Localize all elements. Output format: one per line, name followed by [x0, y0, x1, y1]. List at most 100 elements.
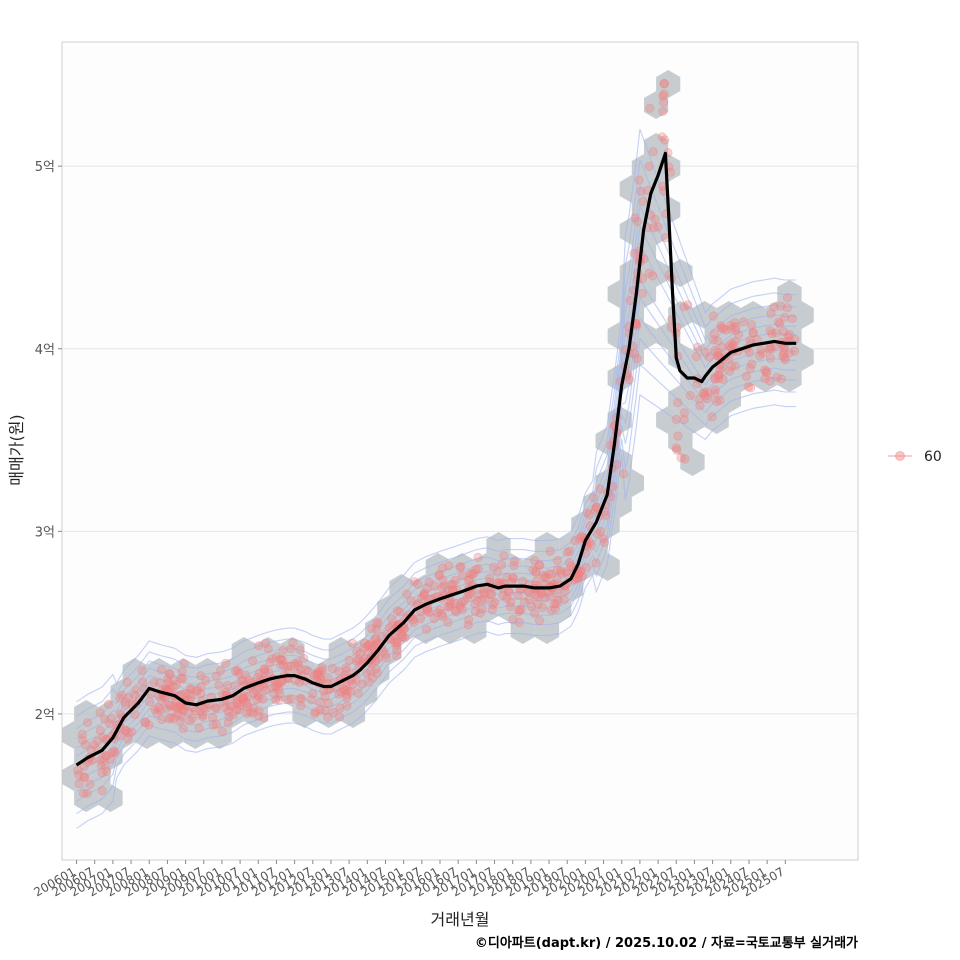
scatter-point — [341, 681, 351, 691]
scatter-point — [207, 712, 218, 723]
scatter-point — [784, 329, 795, 340]
scatter-point — [269, 688, 279, 699]
scatter-point — [559, 594, 569, 604]
scatter-point — [727, 338, 737, 348]
scatter-point — [761, 368, 772, 378]
scatter-point — [115, 693, 125, 703]
scatter-point — [743, 382, 754, 392]
scatter-point — [479, 588, 490, 598]
scatter-point — [556, 566, 566, 576]
scatter-point — [123, 734, 133, 744]
y-tick-label: 2억 — [35, 708, 55, 723]
scatter-point — [303, 666, 313, 676]
scatter-point — [177, 666, 187, 677]
scatter-point — [459, 596, 469, 606]
scatter-point — [502, 572, 512, 583]
hex-bin — [292, 700, 317, 728]
scatter-point — [760, 374, 770, 384]
scatter-point — [173, 709, 183, 719]
scatter-point — [149, 677, 159, 688]
scatter-point — [443, 617, 453, 627]
scatter-point — [537, 602, 548, 613]
scatter-point — [208, 720, 218, 730]
scatter-point — [413, 579, 423, 589]
scatter-point — [546, 569, 557, 579]
scatter-point — [363, 647, 373, 657]
scatter-point — [317, 666, 327, 676]
scatter-point — [408, 615, 418, 625]
scatter-point — [157, 714, 167, 725]
scatter-point — [320, 705, 330, 716]
scatter-point — [683, 300, 693, 310]
scatter-point — [196, 671, 206, 681]
scatter-point — [80, 772, 90, 782]
scatter-point — [392, 637, 402, 648]
scatter-point — [165, 700, 175, 711]
scatter-point — [724, 366, 735, 376]
scatter-point — [357, 679, 367, 689]
scatter-point — [526, 601, 537, 612]
scatter-point — [259, 713, 269, 723]
scatter-point — [644, 161, 654, 171]
scatter-point — [74, 778, 84, 789]
scatter-point — [534, 615, 545, 626]
scatter-point — [730, 318, 740, 328]
contour-line — [76, 224, 797, 749]
scatter-point — [131, 685, 141, 695]
scatter-point — [713, 370, 724, 380]
scatter-point — [488, 562, 499, 572]
scatter-point — [730, 361, 741, 371]
scatter-point — [638, 196, 648, 206]
scatter-point — [710, 385, 720, 395]
scatter-point — [592, 529, 603, 539]
scatter-point — [274, 695, 284, 705]
scatter-point — [254, 711, 264, 721]
scatter-point — [530, 608, 540, 618]
scatter-point — [445, 599, 455, 609]
scatter-point — [104, 719, 115, 729]
scatter-point — [741, 371, 752, 381]
scatter-point — [228, 710, 238, 720]
scatter-point — [787, 313, 797, 324]
scatter-point — [595, 484, 605, 494]
hex-bin — [716, 385, 741, 413]
scatter-point — [648, 147, 658, 157]
scatter-point — [778, 351, 788, 361]
scatter-point — [764, 344, 774, 354]
scatter-point — [317, 662, 327, 673]
contour-line — [76, 159, 797, 717]
scatter-point — [693, 342, 703, 352]
scatter-point — [177, 711, 187, 722]
scatter-point — [102, 766, 112, 777]
scatter-point — [295, 645, 305, 655]
scatter-point — [710, 372, 720, 383]
scatter-point — [267, 654, 277, 664]
scatter-point — [477, 603, 487, 614]
scatter-point — [699, 388, 709, 398]
scatter-point — [235, 704, 245, 715]
legend-label: 60 — [924, 449, 942, 465]
scatter-point — [265, 657, 275, 668]
scatter-point — [271, 652, 282, 662]
scatter-point — [107, 748, 117, 758]
scatter-point — [362, 668, 372, 678]
scatter-point — [552, 555, 563, 566]
scatter-point — [259, 664, 269, 674]
scatter-point — [437, 609, 447, 619]
scatter-point — [127, 727, 137, 737]
scatter-point — [496, 559, 507, 570]
scatter-point — [576, 531, 587, 541]
scatter-point — [625, 295, 635, 306]
scatter-point — [544, 569, 554, 579]
scatter-point — [109, 746, 119, 756]
scatter-point — [306, 695, 316, 705]
scatter-point — [657, 132, 667, 142]
scatter-point — [312, 670, 322, 680]
scatter-point — [211, 719, 221, 730]
scatter-point — [138, 677, 148, 687]
scatter-point — [789, 346, 800, 356]
hex-bin — [534, 532, 560, 560]
scatter-point — [564, 557, 574, 568]
scatter-point — [467, 569, 477, 579]
scatter-point — [713, 336, 723, 346]
